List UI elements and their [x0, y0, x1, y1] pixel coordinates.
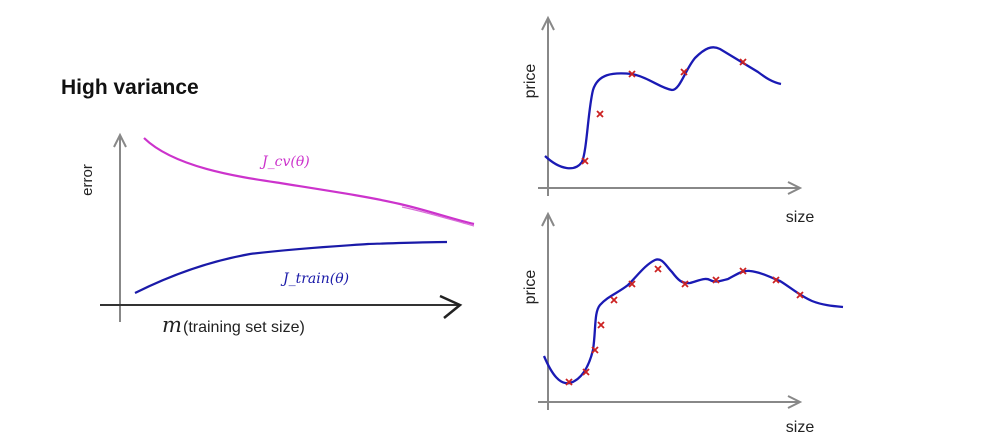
- x-axis-arrowhead: [787, 395, 803, 409]
- data-point-marker: [628, 280, 636, 288]
- y-axis-arrowhead: [541, 211, 555, 227]
- page-title: High variance: [61, 76, 199, 99]
- data-point-marker: [582, 368, 590, 376]
- data-point-marker: [581, 157, 589, 165]
- data-point-marker: [654, 265, 662, 273]
- training-examples: [581, 58, 747, 165]
- data-point-marker: [596, 110, 604, 118]
- train-error-label: J_train(θ): [280, 271, 349, 287]
- overfit-curve: [544, 46, 782, 170]
- data-point-marker: [681, 280, 689, 288]
- y-axis-arrowhead: [541, 15, 555, 31]
- data-point-marker: [591, 346, 599, 354]
- data-point-marker: [680, 68, 688, 76]
- x-axis-label: (training set size): [183, 319, 305, 336]
- y-axis-arrowhead: [113, 132, 127, 148]
- data-point-marker: [796, 291, 804, 299]
- cv-error-curve: [143, 137, 475, 226]
- fit-plot-top: price size: [522, 15, 815, 226]
- data-point-marker: [712, 276, 720, 284]
- fit-plot-bottom: price size: [522, 211, 844, 436]
- data-point-marker: [739, 267, 747, 275]
- training-examples: [565, 265, 804, 386]
- overfit-curve: [542, 258, 844, 385]
- y-axis-label: price: [522, 270, 539, 305]
- x-axis-arrowhead: [787, 181, 803, 195]
- y-axis-label: error: [79, 164, 96, 196]
- data-point-marker: [610, 296, 618, 304]
- data-point-marker: [739, 58, 747, 66]
- x-axis-symbol: m: [162, 313, 182, 337]
- train-error-curve: [134, 240, 448, 294]
- y-axis-label: price: [522, 64, 539, 99]
- x-axis-arrowhead: [439, 294, 463, 319]
- x-axis-label: size: [786, 209, 815, 226]
- data-point-marker: [597, 321, 605, 329]
- data-point-marker: [565, 378, 573, 386]
- cv-error-label: J_cv(θ): [259, 154, 310, 170]
- x-axis-label: size: [786, 419, 815, 436]
- learning-curve-panel: error m (training set size) J_cv(θ) J_tr…: [79, 132, 475, 337]
- cv-error-curve-edge: [401, 206, 475, 227]
- data-point-marker: [628, 70, 636, 78]
- data-point-marker: [772, 276, 780, 284]
